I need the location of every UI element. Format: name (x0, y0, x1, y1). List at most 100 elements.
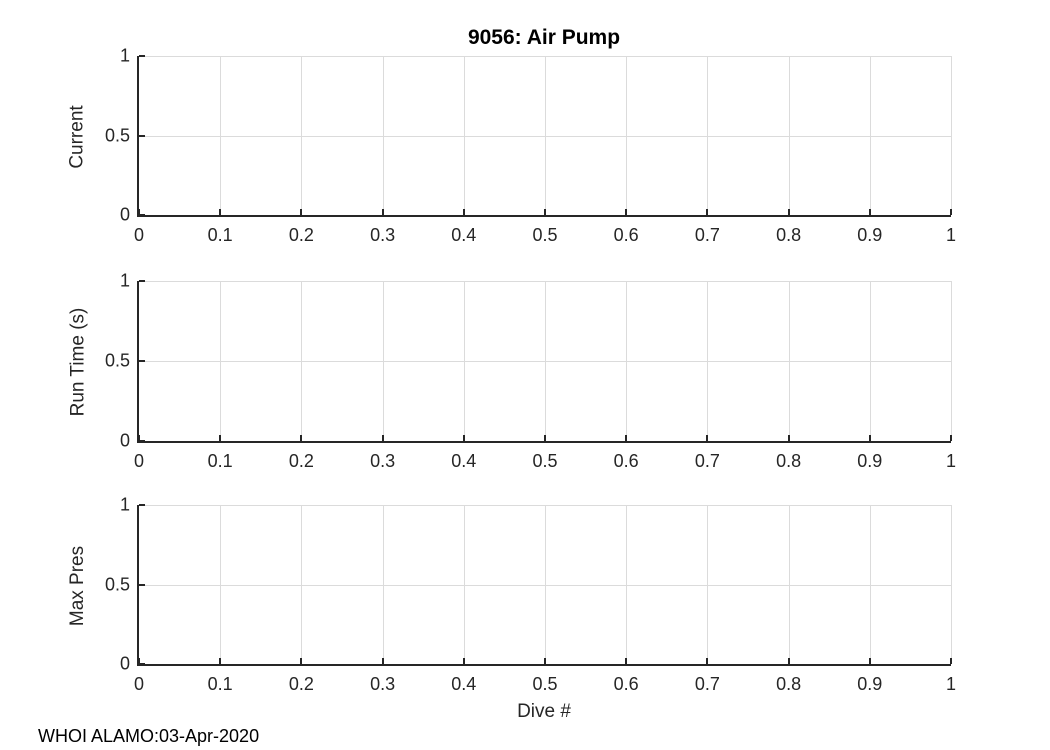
y-tick-mark (139, 504, 145, 506)
x-tick-label: 0.8 (776, 451, 802, 471)
x-tick-label: 0.9 (857, 451, 883, 471)
x-tick-label: 1 (945, 225, 957, 245)
x-tick-mark (868, 209, 871, 215)
x-tick-label: 0.4 (451, 225, 477, 245)
horizontal-gridline (139, 584, 951, 586)
y-tick-label: 0.5 (104, 350, 130, 371)
y-tick-label: 0.5 (104, 125, 130, 145)
x-tick-mark (138, 209, 140, 215)
plot-area-max-pres: 0 0.1 0.2 0.3 0.4 0.5 0.6 0.7 0.8 0.9 1 0 0.5 1 (105, 495, 956, 695)
x-tick-label: 0.5 (532, 451, 558, 471)
plot-area-current: 0 0.1 0.2 0.3 0.4 0.5 0.6 0.7 0.8 0.9 1 0 0.5 1 (105, 46, 956, 246)
y-tick-mark (139, 360, 145, 362)
horizontal-gridline (139, 505, 951, 506)
x-tick-mark (219, 209, 222, 215)
vertical-gridline (951, 281, 952, 441)
x-tick-label: 0.9 (857, 225, 883, 245)
x-tick-label: 0.2 (288, 451, 314, 471)
y-tick-mark (139, 134, 145, 137)
y-tick-label: 0 (119, 204, 130, 225)
horizontal-gridline (139, 281, 951, 282)
x-tick-label: 0.8 (776, 225, 802, 245)
vertical-gridline (951, 505, 952, 664)
y-tick-label: 0.5 (104, 574, 130, 594)
x-tick-label: 0.1 (207, 225, 233, 245)
x-tick-mark (950, 435, 952, 441)
x-tick-label: 0.6 (613, 451, 639, 471)
y-tick-mark (139, 55, 145, 57)
x-tick-label: 0.4 (451, 451, 477, 471)
x-tick-mark (625, 209, 628, 215)
y-tick-mark (139, 663, 145, 665)
x-tick-mark (787, 658, 790, 664)
y-axis-label-box: Run Time (s) (63, 281, 93, 443)
horizontal-gridline (139, 135, 951, 137)
x-tick-mark (300, 435, 303, 441)
subplot-current: Current 0 0.1 0.2 0.3 0.4 0.5 0.6 0.7 0.8 0.9 1 0 0.… (67, 46, 956, 246)
x-tick-mark (706, 209, 709, 215)
x-tick-label: 0.5 (532, 225, 558, 245)
y-tick-mark (139, 214, 145, 216)
y-tick-label: 1 (119, 270, 130, 291)
x-tick-mark (868, 435, 871, 441)
x-tick-mark (381, 209, 384, 215)
x-tick-mark (950, 658, 952, 664)
x-tick-mark (300, 658, 303, 664)
x-tick-mark (950, 209, 952, 215)
x-tick-label: 0.1 (207, 451, 233, 471)
y-tick-label: 0 (119, 653, 130, 674)
x-tick-label: 0.7 (694, 225, 720, 245)
x-tick-label: 0.7 (694, 451, 720, 471)
x-tick-label: 0.5 (532, 674, 558, 694)
y-tick-label: 0 (119, 430, 130, 451)
y-tick-mark (139, 583, 145, 586)
x-tick-mark (787, 435, 790, 441)
x-tick-mark (462, 658, 465, 664)
y-tick-mark (139, 280, 145, 282)
x-tick-label: 0.3 (370, 674, 396, 694)
y-axis-label-run-time: Run Time (s) (67, 307, 88, 417)
y-axis-label-box: Max Pres (63, 505, 93, 666)
x-tick-mark (462, 435, 465, 441)
vertical-gridline (951, 56, 952, 215)
x-tick-label: 0.9 (857, 674, 883, 694)
x-tick-label: 0 (133, 225, 145, 245)
plot-area-run-time: 0 0.1 0.2 0.3 0.4 0.5 0.6 0.7 0.8 0.9 1 0 0.5 1 (105, 271, 956, 472)
x-tick-label: 0.6 (613, 674, 639, 694)
x-tick-mark (544, 658, 546, 664)
footer-annotation: WHOI ALAMO:03-Apr-2020 (38, 726, 260, 746)
x-tick-label: 0.1 (207, 674, 233, 694)
x-tick-mark (138, 435, 140, 441)
x-tick-mark (625, 658, 628, 664)
x-tick-label: 0.2 (288, 225, 314, 245)
y-axis-label-current: Current (67, 104, 89, 169)
x-tick-label: 0.6 (613, 225, 639, 245)
y-axis-label-max-pres: Max Pres (67, 545, 88, 626)
x-tick-label: 0 (133, 674, 145, 694)
x-tick-label: 1 (945, 674, 957, 694)
subplot-run-time: Run Time (s) 0 0.1 0.2 0.3 0.4 0.5 0.6 0.7 0.8 0.… (67, 271, 956, 472)
y-axis-label-box: Current (63, 56, 93, 217)
x-tick-mark (787, 209, 790, 215)
horizontal-gridline (139, 361, 951, 362)
x-tick-mark (381, 658, 384, 664)
horizontal-gridline (139, 56, 951, 57)
x-tick-label: 0.2 (288, 674, 314, 694)
x-tick-label: 0.8 (776, 674, 802, 694)
y-tick-mark (139, 440, 145, 442)
x-tick-mark (544, 435, 546, 441)
subplot-max-pres: Max Pres 0 0.1 0.2 0.3 0.4 0.5 0.6 0.7 0.8 0.9 1 0 0… (67, 495, 956, 695)
figure-title: 9056: Air Pump (467, 26, 621, 49)
x-tick-mark (868, 658, 871, 664)
x-tick-mark (625, 435, 628, 441)
y-tick-label: 1 (119, 494, 130, 515)
x-tick-label: 0 (133, 451, 145, 471)
x-tick-mark (544, 209, 546, 215)
x-tick-label: 1 (945, 451, 957, 471)
x-tick-mark (462, 209, 465, 215)
x-tick-mark (300, 209, 303, 215)
x-tick-mark (219, 658, 222, 664)
x-tick-label: 0.3 (370, 225, 396, 245)
x-tick-label: 0.7 (694, 674, 720, 694)
x-axis-label: Dive # (517, 701, 571, 722)
